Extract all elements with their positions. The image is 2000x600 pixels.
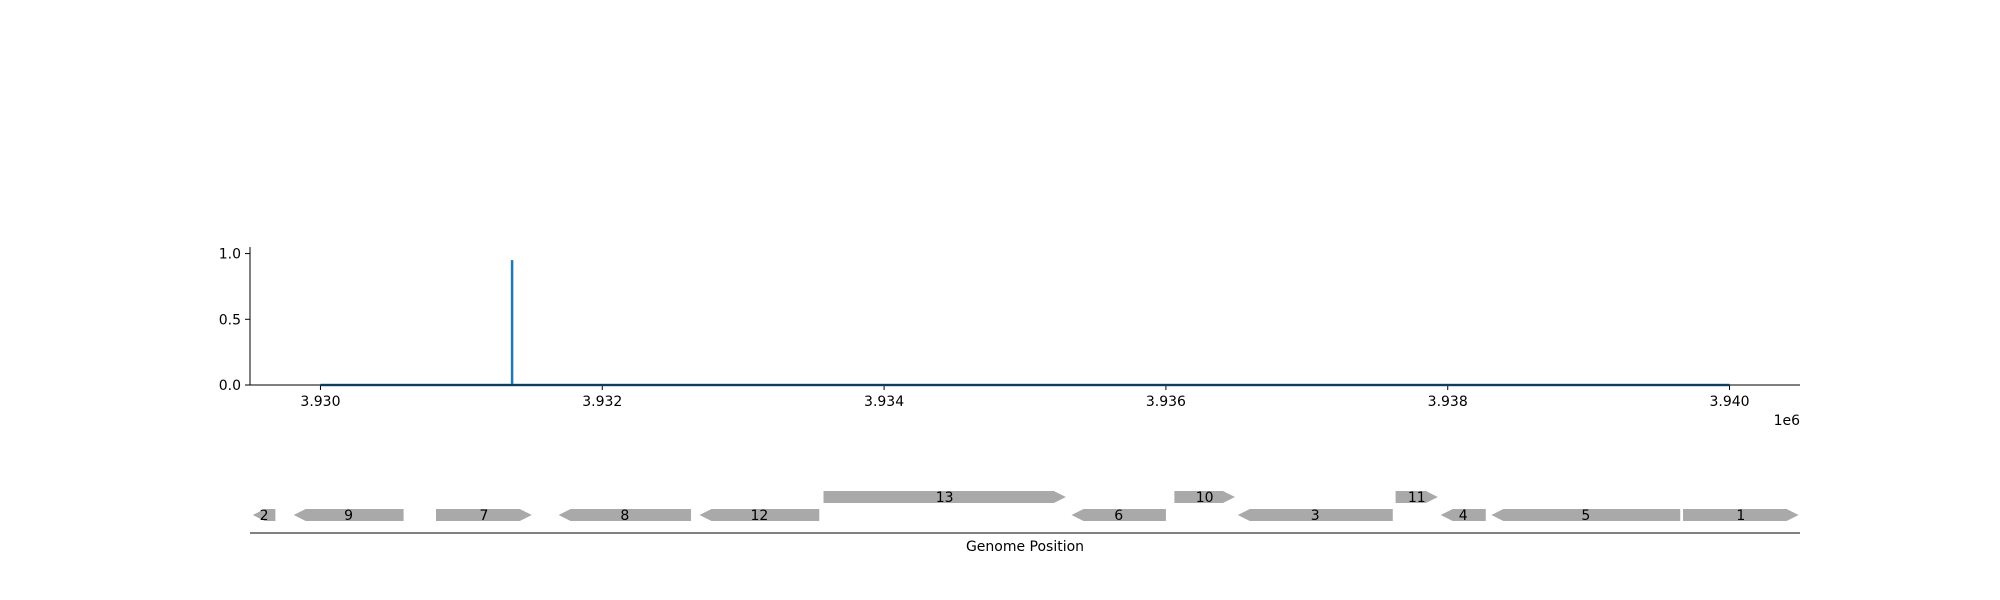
gene-arrow [1440,509,1486,521]
gene-12: 12 [699,508,820,524]
gene-arrow [823,491,1066,503]
genome-position-label: Genome Position [966,539,1084,555]
gene-11: 11 [1395,490,1438,506]
gene-arrow [699,509,820,521]
gene-3: 3 [1237,508,1393,524]
gene-arrow [1237,509,1393,521]
gene-4: 4 [1440,508,1486,524]
y-tick-label: 1.0 [219,247,241,263]
y-tick-label: 0.0 [219,378,241,394]
gene-arrow [558,509,692,521]
gene-10: 10 [1174,490,1235,506]
gene-arrow [1683,509,1799,521]
gene-arrow [252,509,276,521]
gene-label: 3 [1311,508,1320,524]
x-tick-label: 3.940 [1709,394,1749,410]
gene-arrow [1491,509,1681,521]
gene-label: 4 [1459,508,1468,524]
gene-label: 10 [1196,490,1214,506]
gene-label: 5 [1581,508,1590,524]
gene-7: 7 [436,508,532,524]
gene-label: 8 [620,508,629,524]
gene-label: 2 [260,508,269,524]
gene-label: 1 [1736,508,1745,524]
x-tick-label: 3.938 [1428,394,1468,410]
gene-label: 7 [479,508,488,524]
gene-8: 8 [558,508,692,524]
coverage-axis-ticks: 3.930 3.932 3.934 3.936 3.938 3.940 0.0 0.5 1.0 [219,247,1750,410]
gene-arrow [1395,491,1438,503]
coverage-plot: 3.930 3.932 3.934 3.936 3.938 3.9400.00.51.0 … [219,247,1800,429]
gene-1: 1 [1683,508,1799,524]
gene-13: 13 [823,490,1066,506]
gene-label: 13 [936,490,954,506]
coverage-series [320,260,1730,387]
gene-2: 2 [252,508,276,524]
x-axis-offset-label: 1e6 [1774,413,1801,429]
gene-arrow [1174,491,1235,503]
gene-arrows: 2 9 7 8 12 13 6 10 3 11 4 5 1 [252,490,1799,524]
gene-track: 2 9 7 8 12 13 6 10 3 11 4 5 1 Genome Position [250,490,1800,555]
x-tick-label: 3.934 [864,394,904,410]
x-tick-label: 3.930 [300,394,340,410]
coverage-line [320,260,1730,387]
gene-arrow [293,509,404,521]
gene-label: 11 [1408,490,1426,506]
y-tick-label: 0.5 [219,312,241,328]
gene-arrow [1071,509,1166,521]
gene-label: 6 [1114,508,1123,524]
gene-label: 9 [344,508,353,524]
gene-label: 12 [750,508,768,524]
gene-6: 6 [1071,508,1166,524]
x-tick-label: 3.932 [582,394,622,410]
gene-arrow [436,509,532,521]
gene-5: 5 [1491,508,1681,524]
gene-9: 9 [293,508,404,524]
x-tick-label: 3.936 [1146,394,1186,410]
